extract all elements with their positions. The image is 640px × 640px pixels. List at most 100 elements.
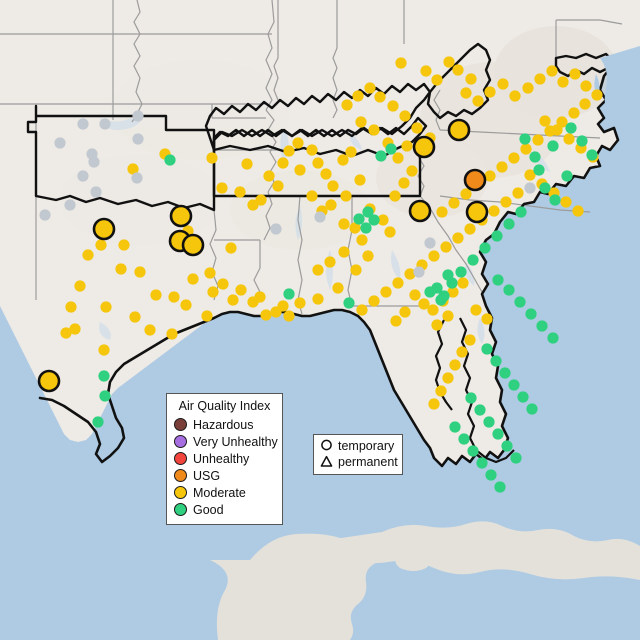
station-marker-temporary[interactable] bbox=[463, 168, 487, 192]
station-marker[interactable] bbox=[491, 230, 503, 242]
station-marker[interactable] bbox=[343, 297, 355, 309]
station-marker[interactable] bbox=[134, 266, 146, 278]
station-marker[interactable] bbox=[380, 286, 392, 298]
station-marker[interactable] bbox=[354, 174, 366, 186]
station-marker[interactable] bbox=[100, 301, 112, 313]
station-marker[interactable] bbox=[474, 404, 486, 416]
station-marker[interactable] bbox=[217, 278, 229, 290]
station-marker[interactable] bbox=[364, 82, 376, 94]
station-marker[interactable] bbox=[353, 213, 365, 225]
station-marker[interactable] bbox=[294, 297, 306, 309]
station-marker[interactable] bbox=[368, 214, 380, 226]
station-marker[interactable] bbox=[442, 269, 454, 281]
station-marker[interactable] bbox=[547, 140, 559, 152]
station-marker[interactable] bbox=[526, 403, 538, 415]
station-marker[interactable] bbox=[503, 218, 515, 230]
station-marker[interactable] bbox=[312, 293, 324, 305]
station-marker[interactable] bbox=[496, 161, 508, 173]
station-marker[interactable] bbox=[168, 291, 180, 303]
station-marker[interactable] bbox=[90, 186, 102, 198]
station-marker[interactable] bbox=[350, 264, 362, 276]
station-marker[interactable] bbox=[534, 73, 546, 85]
station-marker[interactable] bbox=[411, 122, 423, 134]
station-marker[interactable] bbox=[435, 294, 447, 306]
station-marker[interactable] bbox=[374, 91, 386, 103]
station-marker[interactable] bbox=[392, 277, 404, 289]
station-marker[interactable] bbox=[501, 440, 513, 452]
station-marker[interactable] bbox=[206, 152, 218, 164]
station-marker[interactable] bbox=[456, 346, 468, 358]
station-marker[interactable] bbox=[492, 274, 504, 286]
station-marker[interactable] bbox=[118, 239, 130, 251]
station-marker[interactable] bbox=[60, 327, 72, 339]
station-marker[interactable] bbox=[362, 206, 374, 218]
station-marker[interactable] bbox=[460, 87, 472, 99]
station-marker[interactable] bbox=[263, 170, 275, 182]
station-marker[interactable] bbox=[479, 242, 491, 254]
legend-item-temporary[interactable]: temporary bbox=[319, 438, 397, 454]
station-marker[interactable] bbox=[470, 304, 482, 316]
station-marker[interactable] bbox=[180, 299, 192, 311]
station-marker[interactable] bbox=[465, 73, 477, 85]
station-marker[interactable] bbox=[481, 313, 493, 325]
station-marker[interactable] bbox=[201, 310, 213, 322]
station-marker[interactable] bbox=[458, 433, 470, 445]
station-marker[interactable] bbox=[576, 135, 588, 147]
station-marker[interactable] bbox=[395, 57, 407, 69]
station-marker[interactable] bbox=[204, 267, 216, 279]
station-marker[interactable] bbox=[92, 416, 104, 428]
station-marker[interactable] bbox=[115, 263, 127, 275]
station-marker[interactable] bbox=[387, 100, 399, 112]
station-marker[interactable] bbox=[77, 118, 89, 130]
station-marker[interactable] bbox=[443, 56, 455, 68]
station-marker[interactable] bbox=[166, 328, 178, 340]
station-marker[interactable] bbox=[338, 218, 350, 230]
station-marker[interactable] bbox=[560, 196, 572, 208]
station-marker-temporary[interactable] bbox=[92, 217, 116, 241]
station-marker[interactable] bbox=[464, 223, 476, 235]
legend-item-permanent[interactable]: permanent bbox=[319, 454, 398, 470]
station-marker[interactable] bbox=[384, 226, 396, 238]
station-marker[interactable] bbox=[325, 199, 337, 211]
station-marker[interactable] bbox=[352, 90, 364, 102]
station-marker-temporary[interactable] bbox=[169, 204, 193, 228]
station-marker[interactable] bbox=[522, 82, 534, 94]
station-marker[interactable] bbox=[132, 133, 144, 145]
station-marker[interactable] bbox=[492, 428, 504, 440]
station-marker[interactable] bbox=[314, 211, 326, 223]
station-marker[interactable] bbox=[568, 107, 580, 119]
station-marker[interactable] bbox=[255, 194, 267, 206]
station-marker[interactable] bbox=[409, 289, 421, 301]
station-marker[interactable] bbox=[536, 320, 548, 332]
legend-item-moderate[interactable]: Moderate bbox=[174, 484, 275, 501]
station-marker[interactable] bbox=[355, 116, 367, 128]
station-marker[interactable] bbox=[356, 234, 368, 246]
station-marker[interactable] bbox=[150, 289, 162, 301]
station-marker[interactable] bbox=[341, 99, 353, 111]
station-marker[interactable] bbox=[557, 76, 569, 88]
station-marker[interactable] bbox=[390, 315, 402, 327]
station-marker[interactable] bbox=[508, 379, 520, 391]
station-marker[interactable] bbox=[356, 304, 368, 316]
station-marker[interactable] bbox=[428, 250, 440, 262]
station-marker[interactable] bbox=[340, 190, 352, 202]
station-marker[interactable] bbox=[484, 170, 496, 182]
station-marker[interactable] bbox=[519, 133, 531, 145]
station-marker[interactable] bbox=[510, 452, 522, 464]
station-marker[interactable] bbox=[508, 152, 520, 164]
station-marker[interactable] bbox=[533, 164, 545, 176]
station-marker[interactable] bbox=[225, 242, 237, 254]
station-marker[interactable] bbox=[442, 310, 454, 322]
station-marker[interactable] bbox=[131, 172, 143, 184]
station-marker[interactable] bbox=[99, 390, 111, 402]
station-marker[interactable] bbox=[360, 222, 372, 234]
station-marker[interactable] bbox=[465, 392, 477, 404]
station-marker[interactable] bbox=[345, 146, 357, 158]
station-marker-temporary[interactable] bbox=[412, 135, 436, 159]
station-marker[interactable] bbox=[77, 170, 89, 182]
station-marker[interactable] bbox=[494, 481, 506, 493]
station-marker[interactable] bbox=[235, 284, 247, 296]
station-marker[interactable] bbox=[337, 154, 349, 166]
station-marker[interactable] bbox=[392, 152, 404, 164]
legend-item-usg[interactable]: USG bbox=[174, 467, 275, 484]
